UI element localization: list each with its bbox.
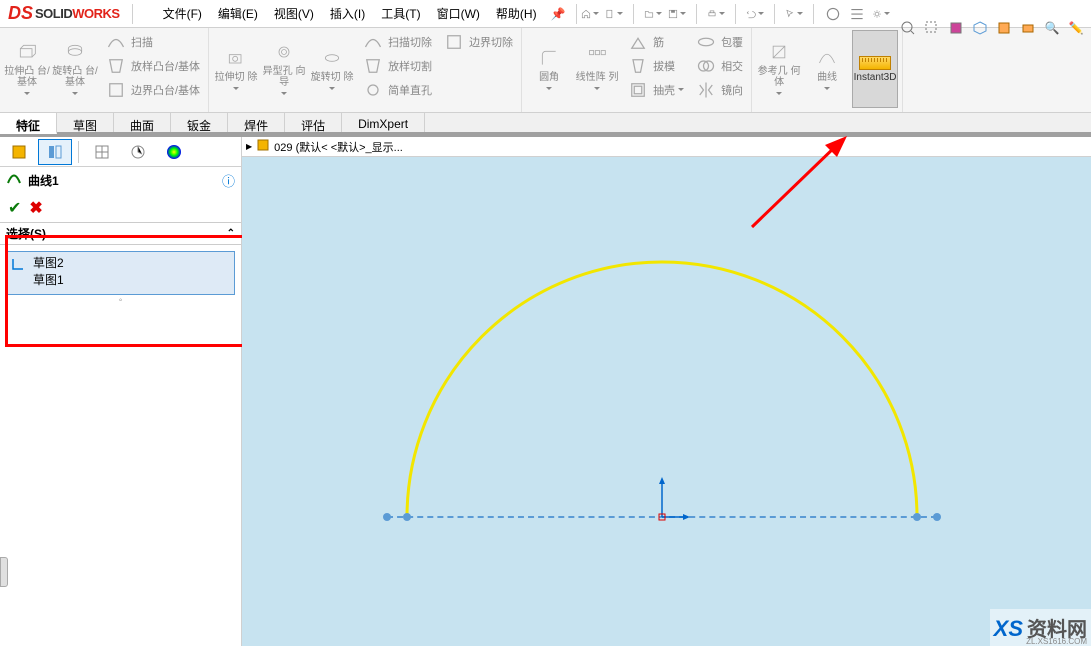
view-orientation-icon[interactable] bbox=[971, 19, 989, 37]
display-style-icon[interactable] bbox=[995, 19, 1013, 37]
open-icon[interactable] bbox=[644, 5, 662, 23]
sweep-cut-button[interactable]: 扫描切除 bbox=[357, 30, 436, 54]
watermark-url: ZL.XS1616.COM bbox=[1026, 637, 1087, 646]
selection-listbox[interactable]: 草图2 草图1 bbox=[6, 251, 235, 295]
select-icon[interactable] bbox=[785, 5, 803, 23]
simple-hole-button[interactable]: 简单直孔 bbox=[357, 78, 436, 102]
new-icon[interactable] bbox=[605, 5, 623, 23]
extrude-boss-button[interactable]: 拉伸凸 台/基体 bbox=[4, 30, 50, 108]
loft-button[interactable]: 放样凸台/基体 bbox=[100, 54, 204, 78]
curves-button[interactable]: 曲线 bbox=[804, 30, 850, 108]
draft-button[interactable]: 拔模 bbox=[622, 54, 688, 78]
ok-button[interactable]: ✔ bbox=[8, 198, 21, 218]
arc-endpoint-left[interactable] bbox=[403, 513, 411, 521]
workspace: 曲线1 ⓘ ✔ ✖ 选择(S)⌃ 草图2 草图1 ◦ ▶ bbox=[0, 137, 1091, 646]
sweep-button[interactable]: 扫描 bbox=[100, 30, 204, 54]
cancel-button[interactable]: ✖ bbox=[29, 198, 42, 218]
feature-tree-tab[interactable] bbox=[2, 139, 36, 165]
selection-item-1[interactable]: 草图2 bbox=[33, 254, 230, 271]
sketch-arc bbox=[242, 137, 1091, 646]
list-icon[interactable] bbox=[848, 5, 866, 23]
title-toolbar bbox=[581, 4, 898, 24]
panel-tabs bbox=[0, 137, 241, 167]
hide-show-icon[interactable] bbox=[1019, 19, 1037, 37]
heads-up-toolbar: 🔍 ✏️ bbox=[899, 19, 1085, 37]
dimxpert-tab[interactable] bbox=[121, 139, 155, 165]
instant3d-button[interactable]: Instant3D bbox=[852, 30, 898, 108]
panel-splitter[interactable] bbox=[0, 557, 8, 587]
property-manager: 曲线1 ⓘ ✔ ✖ 选择(S)⌃ 草图2 草图1 ◦ bbox=[0, 137, 242, 646]
linear-pattern-button[interactable]: 线性阵 列 bbox=[574, 30, 620, 108]
print-icon[interactable] bbox=[707, 5, 725, 23]
endpoint-right[interactable] bbox=[933, 513, 941, 521]
boundary-button[interactable]: 边界凸台/基体 bbox=[100, 78, 204, 102]
zoom-area-icon[interactable] bbox=[923, 19, 941, 37]
ruler-icon bbox=[859, 56, 891, 70]
pm-title: 曲线1 bbox=[28, 172, 59, 189]
options-icon[interactable] bbox=[872, 5, 890, 23]
boundary-cut-button[interactable]: 边界切除 bbox=[438, 30, 517, 54]
mirror-button[interactable]: 镜向 bbox=[690, 78, 747, 102]
hole-wizard-button[interactable]: 异型孔 向导 bbox=[261, 30, 307, 108]
endpoint-left[interactable] bbox=[383, 513, 391, 521]
section-view-icon[interactable] bbox=[947, 19, 965, 37]
rib-button[interactable]: 筋 bbox=[622, 30, 688, 54]
command-tabs: 特征 草图 曲面 钣金 焊件 评估 DimXpert bbox=[0, 113, 1091, 137]
chevron-up-icon: ⌃ bbox=[227, 228, 235, 239]
origin-triad bbox=[642, 475, 692, 525]
tab-surface[interactable]: 曲面 bbox=[114, 113, 171, 132]
reference-geometry-button[interactable]: 参考几 何体 bbox=[756, 30, 802, 108]
home-icon[interactable] bbox=[581, 5, 599, 23]
appearance-tab[interactable] bbox=[157, 139, 191, 165]
logo-icon: DS bbox=[8, 3, 33, 24]
menu-edit[interactable]: 编辑(E) bbox=[210, 1, 266, 26]
menu-help[interactable]: 帮助(H) bbox=[488, 1, 545, 26]
tab-dimxpert[interactable]: DimXpert bbox=[342, 113, 425, 132]
save-icon[interactable] bbox=[668, 5, 686, 23]
fillet-button[interactable]: 圆角 bbox=[526, 30, 572, 108]
command-ribbon: 拉伸凸 台/基体 旋转凸 台/基体 扫描 放样凸台/基体 边界凸台/基体 拉伸切… bbox=[0, 28, 1091, 113]
menu-window[interactable]: 窗口(W) bbox=[429, 1, 488, 26]
graphics-canvas[interactable]: ▶ 029 (默认< <默认>_显示... 🔍 ✏️ bbox=[242, 137, 1091, 646]
logo-text: SOLIDWORKS bbox=[35, 6, 120, 21]
tab-weldment[interactable]: 焊件 bbox=[228, 113, 285, 132]
menu-view[interactable]: 视图(V) bbox=[266, 1, 322, 26]
rebuild-icon[interactable] bbox=[824, 5, 842, 23]
help-icon[interactable]: ⓘ bbox=[222, 171, 235, 190]
intersect-button[interactable]: 相交 bbox=[690, 54, 747, 78]
app-logo: DS SOLIDWORKS bbox=[0, 0, 128, 27]
tab-sheetmetal[interactable]: 钣金 bbox=[171, 113, 228, 132]
zoom-fit-icon[interactable] bbox=[899, 19, 917, 37]
shell-button[interactable]: 抽壳 bbox=[622, 78, 688, 102]
pin-icon[interactable]: 📌 bbox=[551, 7, 566, 21]
wrap-button[interactable]: 包覆 bbox=[690, 30, 747, 54]
pm-confirm-row: ✔ ✖ bbox=[0, 194, 241, 222]
menu-insert[interactable]: 插入(I) bbox=[322, 1, 373, 26]
resize-handle-icon[interactable]: ◦ bbox=[6, 295, 235, 306]
undo-icon[interactable] bbox=[746, 5, 764, 23]
selection-item-2[interactable]: 草图1 bbox=[33, 271, 230, 288]
menu-file[interactable]: 文件(F) bbox=[155, 1, 210, 26]
menubar: 文件(F) 编辑(E) 视图(V) 插入(I) 工具(T) 窗口(W) 帮助(H… bbox=[155, 1, 572, 26]
tab-evaluate[interactable]: 评估 bbox=[285, 113, 342, 132]
property-tab[interactable] bbox=[38, 139, 72, 165]
edit-appearance-icon[interactable]: 🔍 bbox=[1043, 19, 1061, 37]
extrude-cut-button[interactable]: 拉伸切 除 bbox=[213, 30, 259, 108]
config-tab[interactable] bbox=[85, 139, 119, 165]
revolve-boss-button[interactable]: 旋转凸 台/基体 bbox=[52, 30, 98, 108]
curve-icon bbox=[6, 171, 22, 190]
tab-sketch[interactable]: 草图 bbox=[57, 113, 114, 132]
revolve-cut-button[interactable]: 旋转切 除 bbox=[309, 30, 355, 108]
menu-tools[interactable]: 工具(T) bbox=[373, 1, 428, 26]
selection-section-header[interactable]: 选择(S)⌃ bbox=[0, 222, 241, 245]
arc-endpoint-right[interactable] bbox=[913, 513, 921, 521]
tab-feature[interactable]: 特征 bbox=[0, 113, 57, 134]
pm-header: 曲线1 ⓘ bbox=[0, 167, 241, 194]
apply-scene-icon[interactable]: ✏️ bbox=[1067, 19, 1085, 37]
loft-cut-button[interactable]: 放样切割 bbox=[357, 54, 436, 78]
